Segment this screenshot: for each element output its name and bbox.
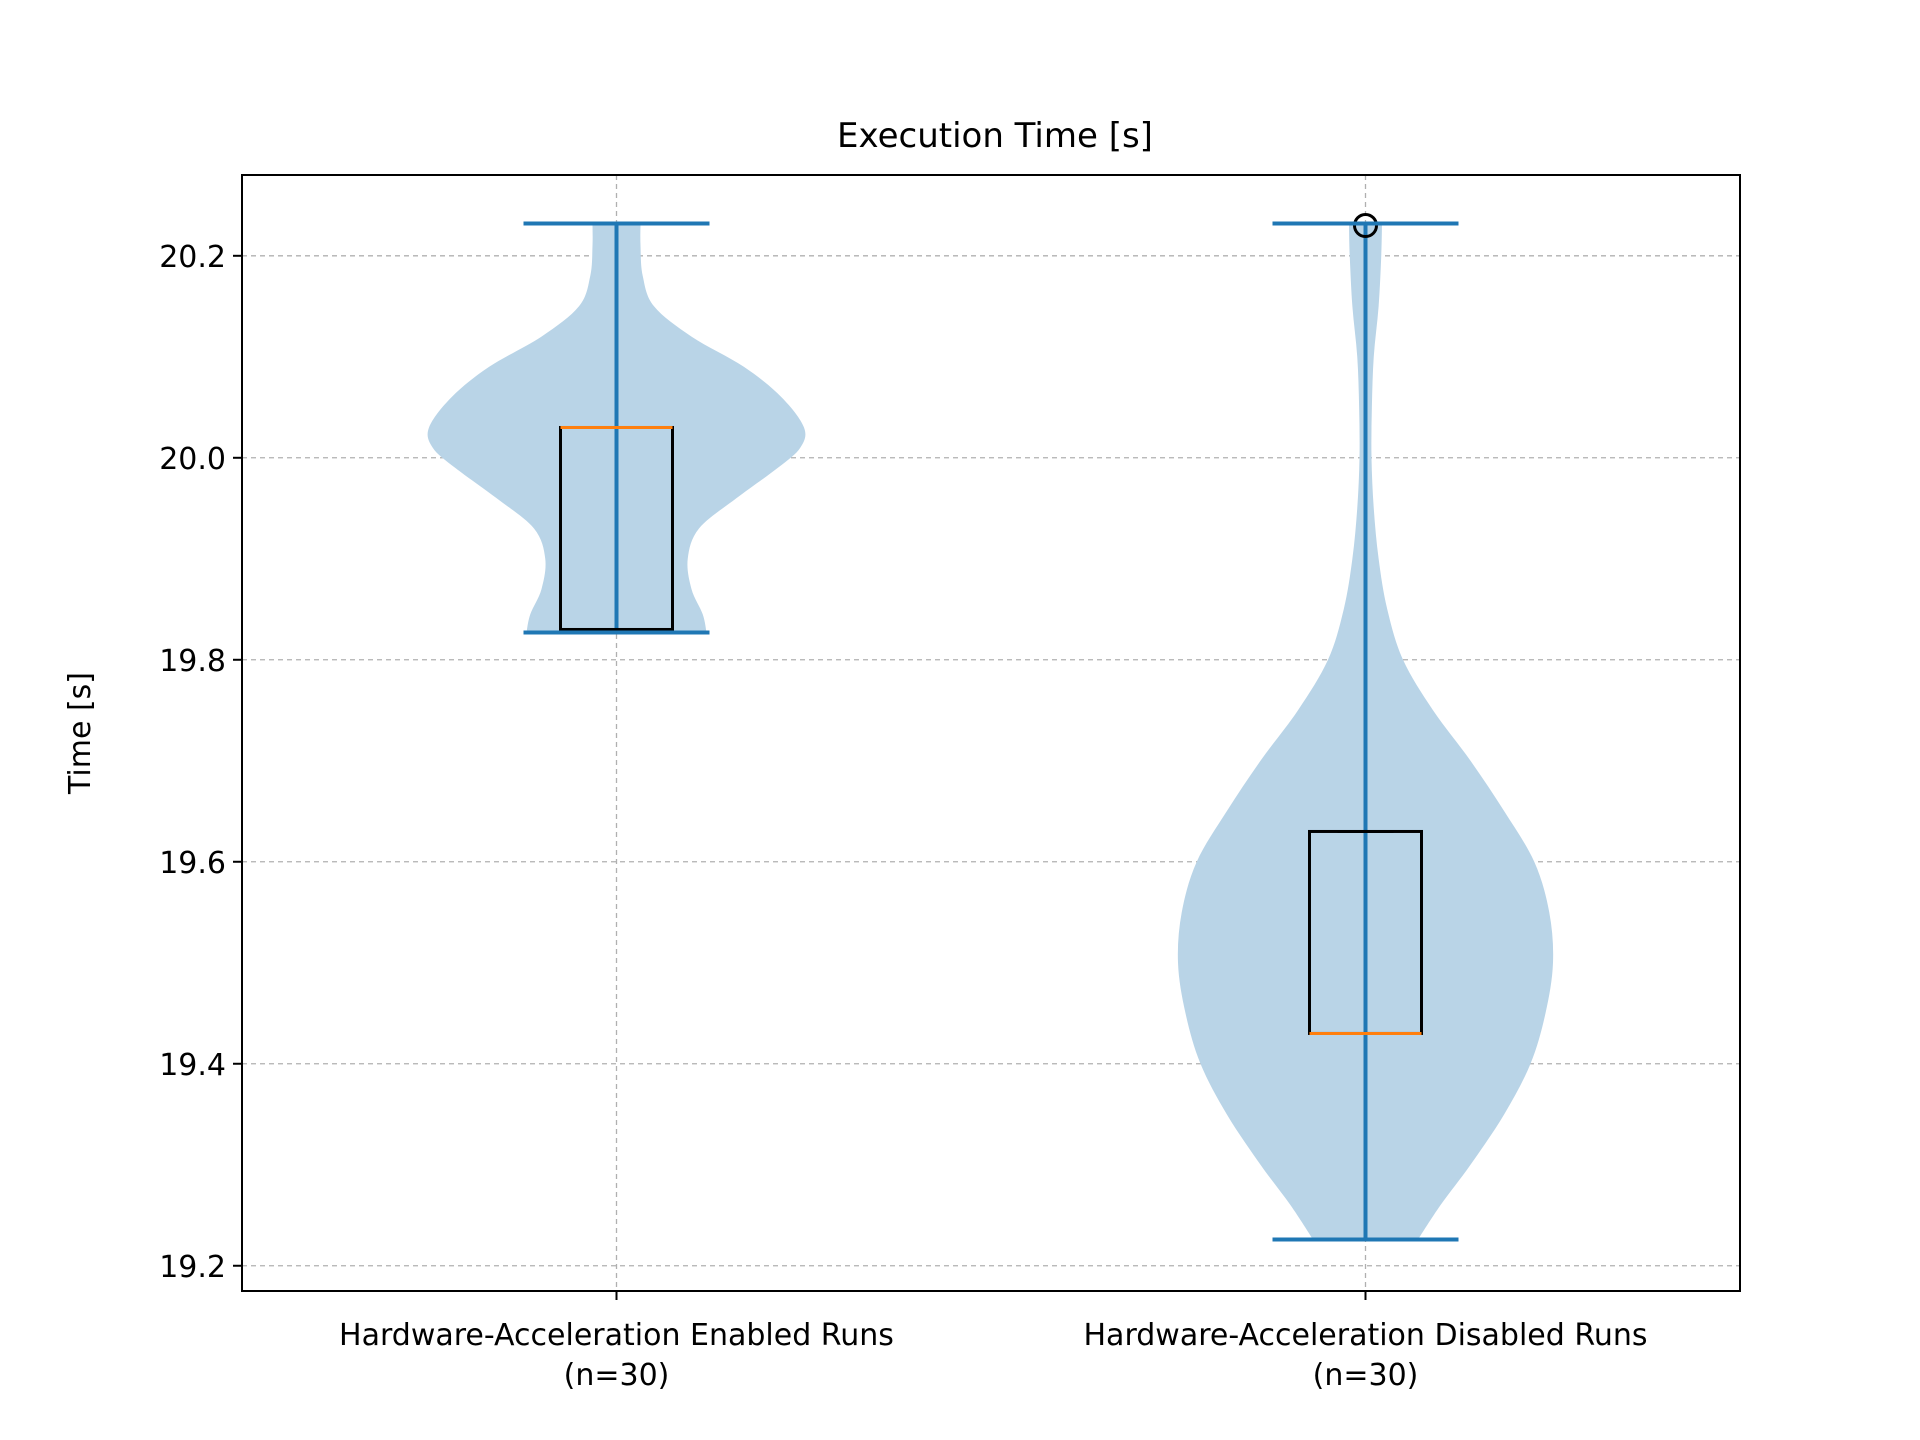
violin-layer (427, 223, 1554, 1240)
y-tick-label: 19.6 (159, 846, 226, 881)
x-tick-label: Hardware-Acceleration Disabled Runs (1084, 1318, 1648, 1353)
x-tick-label: Hardware-Acceleration Enabled Runs (339, 1318, 894, 1353)
y-tick-label: 20.2 (159, 240, 226, 275)
x-tick-label-count: (n=30) (564, 1358, 670, 1393)
x-tick-label-count: (n=30) (1313, 1358, 1419, 1393)
outlier-point (1353, 212, 1378, 238)
y-tick-label: 20.0 (159, 442, 226, 477)
chart-title: Execution Time [s] (837, 116, 1153, 156)
y-tick-label: 19.8 (159, 644, 226, 679)
grid-layer (242, 175, 1740, 1291)
y-tick-label: 19.4 (159, 1048, 226, 1083)
box-layer (523, 212, 1459, 1242)
y-tick-label: 19.2 (159, 1250, 226, 1285)
y-axis-label: Time [s] (63, 672, 98, 795)
plot-frame (241, 174, 1741, 1292)
axis-layer: 19.2 19.4 19.6 19.8 20.0 20.2 Hardware-Acceler… (159, 240, 1647, 1393)
